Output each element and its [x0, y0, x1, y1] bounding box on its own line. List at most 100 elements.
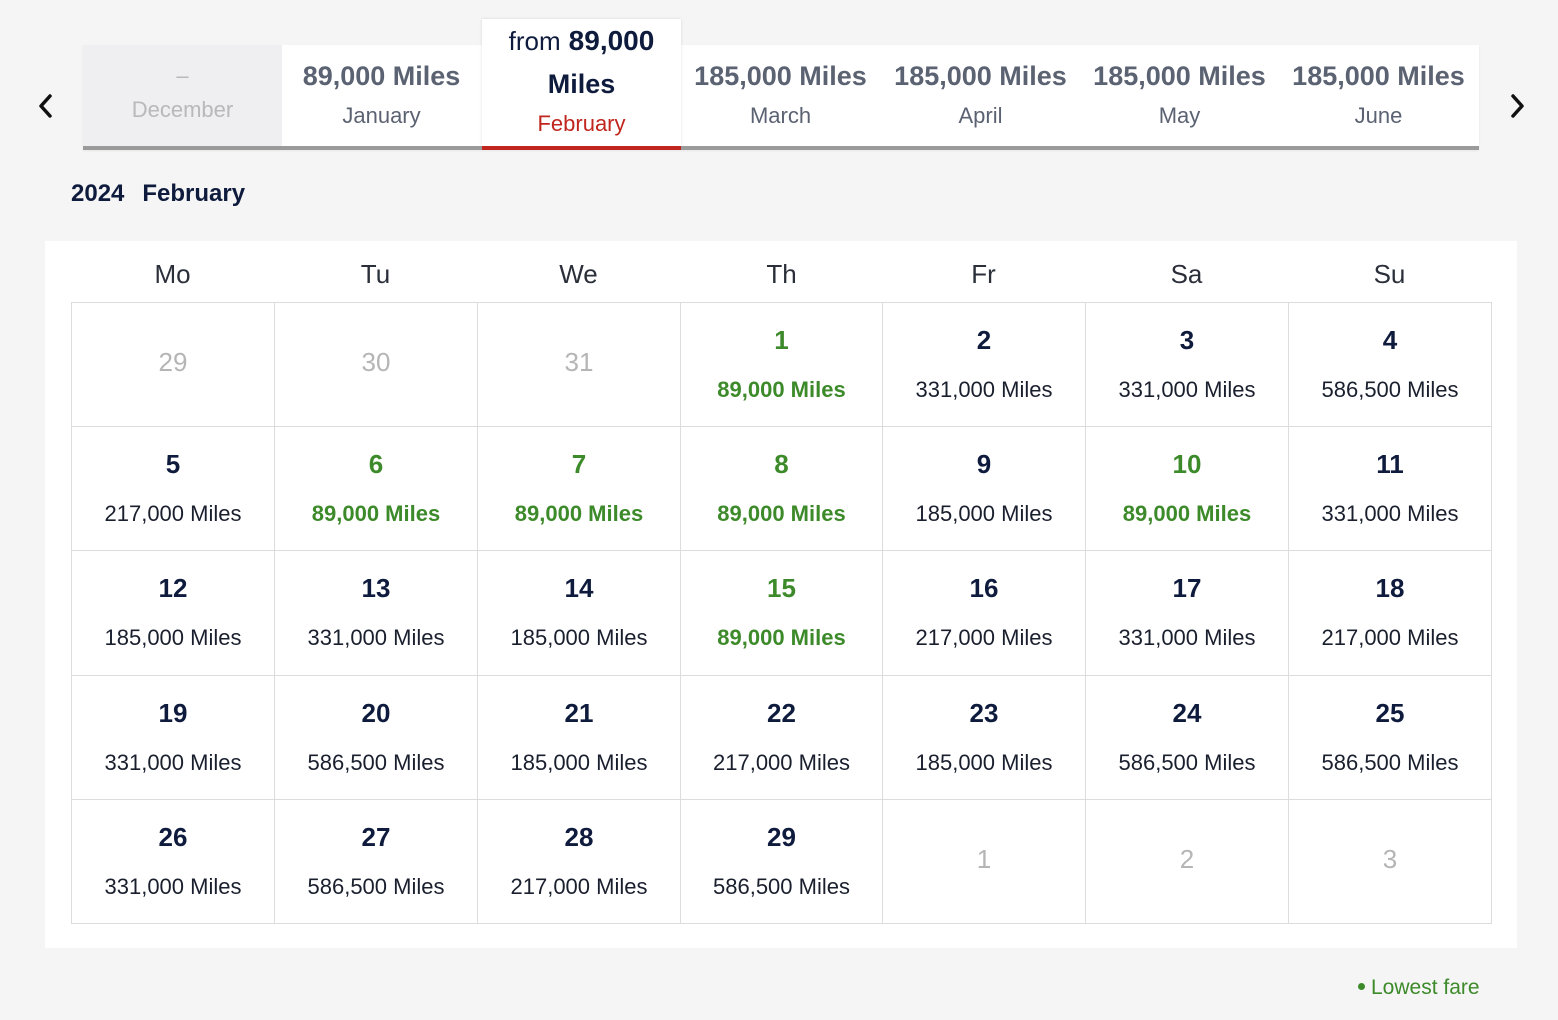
calendar-day[interactable]: 4 586,500 Miles	[1289, 303, 1492, 427]
day-number: 8	[774, 449, 789, 479]
calendar-day[interactable]: 13 331,000 Miles	[275, 551, 478, 676]
calendar-day[interactable]: 8 89,000 Miles	[681, 427, 883, 551]
legend: Lowest fare	[1358, 976, 1480, 1000]
next-months-button[interactable]	[1497, 86, 1537, 126]
lowest-fare-price: 89,000 Miles	[717, 501, 846, 526]
price-value: 89,000	[568, 25, 655, 56]
day-number: 17	[1172, 573, 1202, 603]
calendar-day[interactable]: 23 185,000 Miles	[883, 676, 1086, 800]
calendar-day[interactable]: 24 586,500 Miles	[1086, 676, 1289, 800]
calendar-day[interactable]: 3 331,000 Miles	[1086, 303, 1289, 427]
calendar-day[interactable]: 7 89,000 Miles	[478, 427, 681, 551]
weekday-mo: Mo	[154, 259, 191, 289]
month-price: from 89,000	[482, 25, 681, 57]
month-price: 185,000 Miles	[894, 61, 1067, 91]
lowest-fare-dot-icon	[1358, 982, 1365, 990]
month-tab-may[interactable]: 185,000 Miles May	[1080, 45, 1279, 146]
weekday-su: Su	[1373, 259, 1406, 289]
fare-price: 185,000 Miles	[104, 625, 242, 650]
day-number: 12	[158, 573, 188, 603]
fare-price: 331,000 Miles	[1321, 501, 1459, 526]
day-number: 30	[361, 347, 391, 377]
legend-label: Lowest fare	[1371, 976, 1480, 999]
calendar-day[interactable]: 16 217,000 Miles	[883, 551, 1086, 676]
fare-price: 331,000 Miles	[915, 377, 1053, 402]
calendar-day[interactable]: 10 89,000 Miles	[1086, 427, 1289, 551]
month-tab-february[interactable]: from 89,000 Miles February	[482, 19, 681, 150]
calendar-day[interactable]: 6 89,000 Miles	[275, 427, 478, 551]
day-number: 4	[1382, 325, 1398, 355]
calendar-day[interactable]: 25 586,500 Miles	[1289, 676, 1492, 800]
lowest-fare-price: 89,000 Miles	[514, 501, 644, 526]
month-tab-march[interactable]: 185,000 Miles March	[681, 45, 880, 146]
calendar-day[interactable]: 17 331,000 Miles	[1086, 551, 1289, 676]
day-number: 5	[165, 449, 181, 479]
weekday-sa: Sa	[1170, 259, 1203, 289]
fare-price: 331,000 Miles	[104, 874, 242, 899]
day-number: 24	[1172, 698, 1202, 728]
month-carousel: – December 89,000 Miles January from 89,000 Mi…	[83, 19, 1479, 150]
lowest-fare-price: 89,000 Miles	[717, 377, 846, 402]
day-number: 22	[767, 698, 796, 728]
day-number: 2	[976, 325, 992, 355]
calendar-day[interactable]: 19 331,000 Miles	[72, 676, 275, 800]
day-number: 25	[1375, 698, 1405, 728]
day-number: 28	[564, 822, 594, 852]
calendar-day[interactable]: 20 586,500 Miles	[275, 676, 478, 800]
month-price: 185,000 Miles	[1093, 61, 1266, 91]
calendar-day[interactable]: 12 185,000 Miles	[72, 551, 275, 676]
lowest-fare-price: 89,000 Miles	[311, 501, 441, 526]
day-number: 1	[774, 325, 789, 355]
calendar-day[interactable]: 18 217,000 Miles	[1289, 551, 1492, 676]
month-name: December	[131, 97, 234, 122]
day-number: 2	[1179, 844, 1195, 874]
day-number: 29	[158, 347, 188, 377]
fare-price: 185,000 Miles	[915, 750, 1053, 775]
calendar-day-outside: 31	[478, 303, 681, 427]
calendar-day[interactable]: 26 331,000 Miles	[72, 800, 275, 924]
calendar-day[interactable]: 22 217,000 Miles	[681, 676, 883, 800]
day-number: 29	[767, 822, 796, 852]
fare-price: 331,000 Miles	[104, 750, 242, 775]
previous-months-button[interactable]	[26, 86, 66, 126]
calendar-day-outside: 2	[1086, 800, 1289, 924]
day-number: 7	[571, 449, 587, 479]
day-number: 31	[564, 347, 594, 377]
calendar-day[interactable]: 29 586,500 Miles	[681, 800, 883, 924]
calendar-day[interactable]: 28 217,000 Miles	[478, 800, 681, 924]
fare-price: 185,000 Miles	[510, 750, 648, 775]
day-number: 16	[969, 573, 999, 603]
day-number: 3	[1179, 325, 1195, 355]
day-number: 21	[564, 698, 594, 728]
day-number: 10	[1172, 449, 1202, 479]
fare-price: 217,000 Miles	[915, 625, 1053, 650]
calendar-heading: 2024 February	[71, 180, 245, 208]
weekday-th: Th	[766, 259, 797, 289]
calendar-day[interactable]: 9 185,000 Miles	[883, 427, 1086, 551]
month-tab-january[interactable]: 89,000 Miles January	[282, 45, 481, 146]
fare-price: 331,000 Miles	[1118, 625, 1256, 650]
month-tab-june[interactable]: 185,000 Miles June	[1279, 45, 1478, 146]
day-number: 6	[368, 449, 384, 479]
calendar-day-outside: 1	[883, 800, 1086, 924]
fare-price: 586,500 Miles	[1321, 750, 1459, 775]
month-name: February	[537, 111, 626, 136]
fare-price: 217,000 Miles	[510, 874, 648, 899]
calendar-day[interactable]: 14 185,000 Miles	[478, 551, 681, 676]
calendar-day-outside: 30	[275, 303, 478, 427]
day-number: 14	[564, 573, 594, 603]
chevron-right-icon	[1511, 94, 1524, 118]
month-tab-april[interactable]: 185,000 Miles April	[881, 45, 1080, 146]
calendar-day[interactable]: 21 185,000 Miles	[478, 676, 681, 800]
calendar-day[interactable]: 15 89,000 Miles	[681, 551, 883, 676]
fare-price: 586,500 Miles	[307, 874, 445, 899]
calendar-day[interactable]: 1 89,000 Miles	[681, 303, 883, 427]
day-number: 18	[1375, 573, 1405, 603]
calendar-day[interactable]: 5 217,000 Miles	[72, 427, 275, 551]
fare-price: 217,000 Miles	[104, 501, 242, 526]
calendar-day[interactable]: 27 586,500 Miles	[275, 800, 478, 924]
fare-price: 331,000 Miles	[307, 625, 445, 650]
calendar-day[interactable]: 2 331,000 Miles	[883, 303, 1086, 427]
calendar-day[interactable]: 11 331,000 Miles	[1289, 427, 1492, 551]
fare-price: 586,500 Miles	[713, 874, 850, 899]
